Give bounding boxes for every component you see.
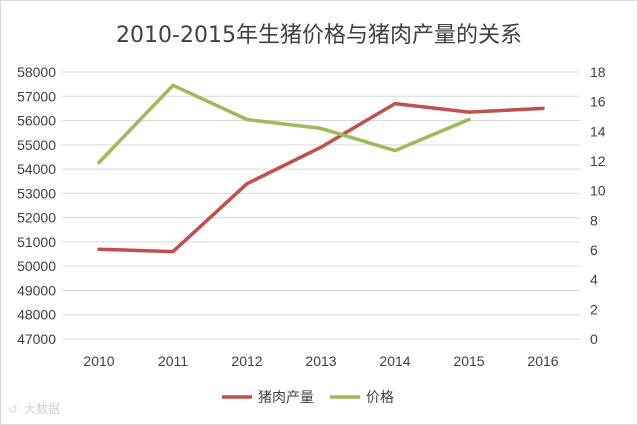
left-axis-tick-label: 50000: [17, 258, 56, 274]
right-axis-tick-label: 12: [590, 153, 606, 169]
watermark-logo-icon: ↺: [8, 402, 18, 416]
x-axis-ticks: 2010 2011 2012 2013 2014 2015 2016: [83, 353, 558, 369]
left-axis-tick-label: 49000: [17, 282, 56, 298]
right-axis-tick-label: 18: [590, 64, 606, 80]
left-axis-tick-label: 54000: [17, 161, 56, 177]
left-axis-tick-label: 56000: [17, 113, 56, 129]
left-axis-tick-label: 58000: [17, 64, 56, 80]
series-lines: [97, 83, 545, 254]
series-line-1: [97, 83, 471, 165]
watermark: ↺ 大数据: [8, 401, 60, 416]
legend: 猪肉产量 价格: [222, 390, 394, 406]
right-axis-tick-label: 6: [590, 242, 598, 258]
x-axis-tick-label: 2012: [231, 353, 262, 369]
right-axis-tick-label: 4: [590, 272, 598, 288]
right-axis-tick-label: 8: [590, 212, 598, 228]
right-axis-ticks: 0 2 4 6 8 10 12 14 16 18: [590, 64, 606, 347]
left-axis-tick-label: 48000: [17, 307, 56, 323]
left-axis-tick-label: 53000: [17, 185, 56, 201]
left-axis-tick-label: 57000: [17, 88, 56, 104]
x-axis-tick-label: 2013: [305, 353, 336, 369]
x-axis-tick-label: 2010: [83, 353, 114, 369]
left-axis-ticks: 47000 48000 49000 50000 51000 52000 53000 54000…: [17, 64, 56, 347]
legend-label: 猪肉产量: [258, 390, 314, 406]
x-axis-tick-label: 2014: [379, 353, 410, 369]
watermark-text: 大数据: [24, 401, 60, 416]
right-axis-tick-label: 2: [590, 301, 598, 317]
right-axis-tick-label: 16: [590, 94, 606, 110]
right-axis-tick-label: 10: [590, 183, 606, 199]
x-axis-tick-label: 2015: [453, 353, 484, 369]
x-axis-tick-label: 2016: [527, 353, 558, 369]
right-axis-tick-label: 0: [590, 331, 598, 347]
right-axis-tick-label: 14: [590, 123, 606, 139]
gridlines: [62, 71, 580, 340]
left-axis-tick-label: 51000: [17, 234, 56, 250]
left-axis-tick-label: 47000: [17, 331, 56, 347]
left-axis-tick-label: 55000: [17, 137, 56, 153]
x-axis-tick-label: 2011: [158, 353, 188, 369]
left-axis-tick-label: 52000: [17, 210, 56, 226]
legend-label: 价格: [366, 390, 394, 406]
chart-title: 2010-2015年生猪价格与猪肉产量的关系: [116, 23, 522, 48]
